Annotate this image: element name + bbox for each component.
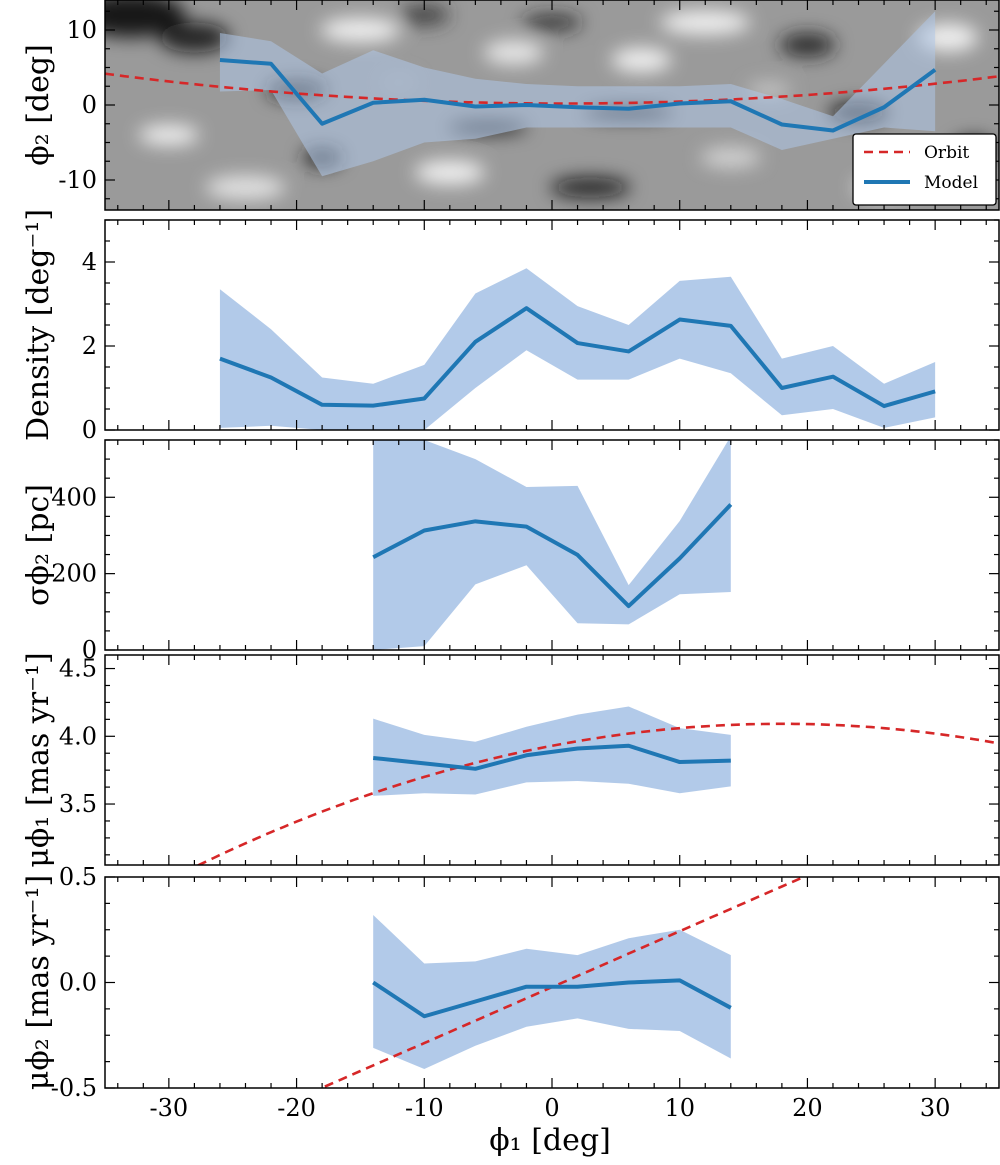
mu-phi2-confidence-band bbox=[373, 914, 731, 1070]
x-tick-label: 10 bbox=[664, 1094, 695, 1122]
legend-orbit-label: Orbit bbox=[924, 143, 969, 163]
mu-phi2-y-axis-label: μϕ₂ [mas yr⁻¹] bbox=[21, 875, 56, 1090]
mu-phi1-y-tick-label: 3.5 bbox=[59, 790, 97, 818]
sigma-phi2-y-tick-label: 400 bbox=[51, 483, 97, 511]
density-y-tick-label: 2 bbox=[82, 332, 97, 360]
phi2-track-y-axis-label: ϕ₂ [deg] bbox=[21, 44, 56, 166]
density-ticks bbox=[105, 219, 999, 431]
phi2-track-model-line bbox=[219, 58, 937, 133]
x-axis-label: ϕ₁ [deg] bbox=[489, 1123, 611, 1158]
mu-phi1-ticks bbox=[105, 655, 999, 865]
mu-phi1-orbit-line bbox=[195, 722, 999, 865]
mu-phi2-ticks bbox=[105, 876, 999, 1089]
density-y-tick-label: 4 bbox=[82, 248, 97, 276]
mu-phi2-y-tick-label: 0.0 bbox=[59, 969, 97, 997]
x-tick-label: -10 bbox=[405, 1094, 444, 1122]
mu-phi2-y-tick-label: 0.5 bbox=[59, 863, 97, 891]
mu-phi1-plot-area bbox=[195, 706, 999, 865]
mu-phi2-y-tick-label: -0.5 bbox=[51, 1074, 97, 1102]
density-confidence-band bbox=[219, 268, 936, 430]
x-tick-label: 0 bbox=[544, 1094, 559, 1122]
density-y-axis-label: Density [deg⁻¹] bbox=[21, 209, 56, 441]
x-tick-labels: -30 -20 -10 0 10 20 30 bbox=[150, 1094, 951, 1122]
x-tick-label: -20 bbox=[277, 1094, 316, 1122]
mu-phi2-plot-area bbox=[318, 877, 807, 1088]
panel-density: 0 2 4 Density [deg⁻¹] bbox=[21, 209, 1000, 444]
density-y-tick-label: 0 bbox=[82, 416, 97, 444]
sigma-phi2-confidence-band bbox=[373, 440, 731, 650]
sigma-phi2-plot-area bbox=[372, 440, 733, 650]
legend-model-label: Model bbox=[924, 173, 978, 193]
x-tick-label: 20 bbox=[792, 1094, 823, 1122]
sigma-phi2-ticks bbox=[105, 439, 999, 651]
mu-phi1-y-tick-label: 4.0 bbox=[59, 722, 97, 750]
phi2-track-y-tick-label: 10 bbox=[66, 16, 97, 44]
mu-phi1-model-line bbox=[372, 743, 731, 771]
sigma-phi2-y-tick-label: 200 bbox=[51, 560, 97, 588]
x-tick-label: 30 bbox=[920, 1094, 951, 1122]
density-model-line bbox=[219, 306, 936, 409]
phi2-track-confidence-band bbox=[219, 11, 936, 177]
phi2-track-plot-area bbox=[105, 0, 999, 210]
legend: Orbit Model bbox=[852, 133, 997, 206]
sigma-phi2-y-tick-label: 0 bbox=[82, 636, 97, 664]
x-tick-label: -30 bbox=[150, 1094, 189, 1122]
mu-phi1-y-tick-label: 4.5 bbox=[59, 655, 97, 683]
sigma-phi2-model-line bbox=[372, 503, 733, 609]
phi2-track-y-tick-label: -10 bbox=[58, 166, 97, 194]
density-plot-area bbox=[219, 268, 936, 430]
mu-phi2-model-line bbox=[372, 978, 732, 1019]
mu-phi1-y-axis-label: μϕ₁ [mas yr⁻¹] bbox=[21, 652, 56, 867]
sigma-phi2-y-axis-label: σϕ₂ [pc] bbox=[21, 484, 56, 606]
phi2-track-y-tick-label: 0 bbox=[82, 91, 97, 119]
